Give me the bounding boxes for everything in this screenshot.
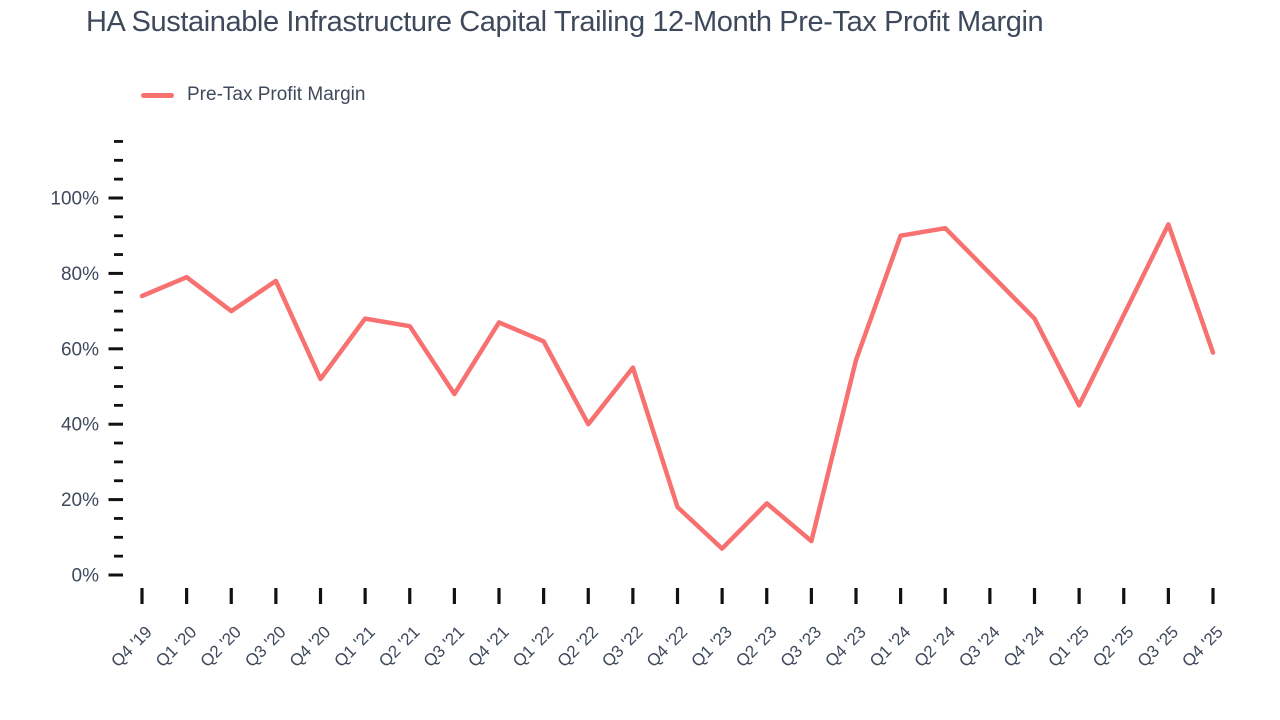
x-axis-tick-label: Q4 '22 [643, 622, 691, 670]
y-axis-tick-label: 60% [61, 339, 99, 360]
chart-title: HA Sustainable Infrastructure Capital Tr… [86, 6, 1044, 38]
y-axis-tick-label: 40% [61, 415, 99, 436]
x-axis-tick-label: Q1 '21 [330, 622, 378, 670]
x-axis-tick-label: Q3 '23 [777, 622, 825, 670]
y-axis-tick-label: 80% [61, 264, 99, 285]
x-axis-tick-label: Q3 '20 [241, 622, 289, 670]
x-axis-tick-label: Q3 '22 [598, 622, 646, 670]
x-axis-tick-label: Q2 '21 [375, 622, 423, 670]
x-axis-tick-label: Q1 '20 [152, 622, 200, 670]
x-axis-tick-label: Q1 '24 [866, 622, 914, 670]
x-axis-tick-label: Q1 '23 [687, 622, 735, 670]
x-axis-tick-label: Q4 '19 [107, 622, 155, 670]
y-axis-tick-label: 100% [50, 189, 99, 210]
x-axis-tick-label: Q1 '25 [1044, 622, 1092, 670]
legend-line-swatch-icon [141, 92, 174, 98]
x-axis-tick-label: Q3 '24 [955, 622, 1003, 670]
x-axis-tick-label: Q4 '24 [1000, 622, 1048, 670]
x-axis-tick-label: Q4 '23 [821, 622, 869, 670]
legend-label: Pre-Tax Profit Margin [187, 84, 366, 105]
x-axis-tick-label: Q2 '24 [911, 622, 959, 670]
x-axis-tick-label: Q4 '21 [464, 622, 512, 670]
y-axis-tick-label: 20% [61, 490, 99, 511]
x-axis-tick-label: Q2 '20 [197, 622, 245, 670]
x-axis-tick-label: Q3 '21 [420, 622, 468, 670]
x-axis-tick-label: Q4 '25 [1178, 622, 1226, 670]
x-axis-tick-label: Q4 '20 [286, 622, 334, 670]
x-axis-tick-label: Q2 '22 [554, 622, 602, 670]
x-axis-tick-label: Q2 '25 [1089, 622, 1137, 670]
x-axis-tick-label: Q3 '25 [1134, 622, 1182, 670]
y-axis-tick-label: 0% [72, 566, 100, 587]
legend: Pre-Tax Profit Margin [141, 84, 365, 106]
x-axis-tick-label: Q1 '22 [509, 622, 557, 670]
pre-tax-profit-margin-line [139, 222, 1216, 551]
x-axis-tick-label: Q2 '23 [732, 622, 780, 670]
